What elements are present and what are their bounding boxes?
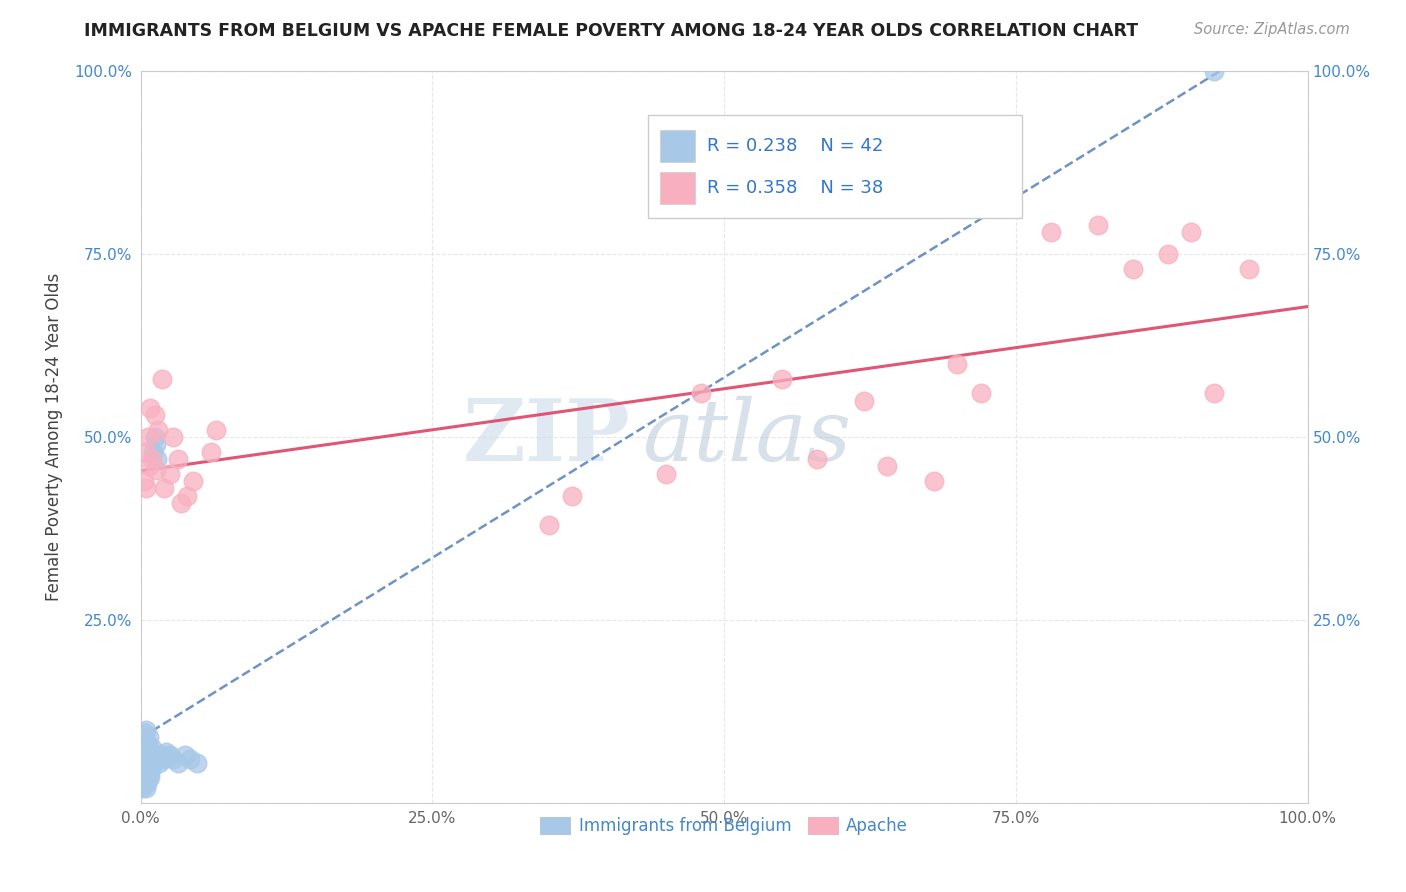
Point [186, 756, 208, 770]
Point [772, 371, 794, 385]
Point [1087, 218, 1109, 232]
Point [1204, 386, 1226, 401]
Point [135, 481, 157, 495]
Point [139, 401, 162, 415]
Point [205, 423, 228, 437]
Text: R = 0.358    N = 38: R = 0.358 N = 38 [707, 179, 883, 197]
Point [136, 737, 159, 751]
Point [561, 489, 583, 503]
Point [139, 763, 162, 777]
Point [141, 759, 163, 773]
Point [162, 430, 184, 444]
Point [155, 745, 177, 759]
FancyBboxPatch shape [648, 115, 1022, 218]
Point [132, 756, 155, 770]
Point [922, 474, 945, 488]
Point [148, 756, 170, 770]
Point [132, 773, 155, 788]
Text: R = 0.238    N = 42: R = 0.238 N = 42 [707, 137, 883, 155]
Point [143, 430, 166, 444]
Point [138, 766, 160, 780]
Point [134, 778, 156, 792]
Point [200, 444, 222, 458]
Point [135, 781, 157, 796]
Text: Source: ZipAtlas.com: Source: ZipAtlas.com [1194, 22, 1350, 37]
Point [141, 740, 163, 755]
Point [167, 452, 190, 467]
Point [135, 759, 157, 773]
Point [132, 752, 155, 766]
Point [537, 517, 560, 532]
Point [134, 763, 156, 777]
Point [132, 474, 155, 488]
Point [176, 489, 198, 503]
Point [136, 430, 159, 444]
Point [1039, 225, 1062, 239]
Point [946, 357, 969, 371]
Point [145, 437, 167, 451]
Y-axis label: Female Poverty Among 18-24 Year Olds: Female Poverty Among 18-24 Year Olds [45, 273, 63, 601]
Point [136, 773, 159, 788]
Legend: Immigrants from Belgium, Apache: Immigrants from Belgium, Apache [533, 811, 915, 842]
Text: atlas: atlas [643, 396, 852, 478]
Point [141, 452, 163, 467]
Point [134, 444, 156, 458]
Point [162, 752, 184, 766]
Point [135, 723, 157, 737]
Point [153, 752, 176, 766]
Point [806, 452, 828, 467]
Point [1122, 261, 1144, 276]
Point [146, 423, 169, 437]
Point [132, 730, 155, 744]
Text: IMMIGRANTS FROM BELGIUM VS APACHE FEMALE POVERTY AMONG 18-24 YEAR OLDS CORRELATI: IMMIGRANTS FROM BELGIUM VS APACHE FEMALE… [84, 22, 1139, 40]
Text: ZIP: ZIP [463, 395, 631, 479]
Point [181, 474, 204, 488]
Point [134, 726, 156, 740]
Point [132, 740, 155, 755]
Point [876, 459, 898, 474]
Point [170, 496, 193, 510]
Point [1180, 225, 1202, 239]
Point [138, 748, 160, 763]
Point [689, 386, 711, 401]
Point [134, 745, 156, 759]
Point [145, 463, 167, 477]
Point [1156, 247, 1178, 261]
Point [1204, 64, 1226, 78]
Point [139, 745, 162, 759]
Point [159, 467, 181, 481]
Point [174, 748, 197, 763]
Point [159, 748, 181, 763]
Point [139, 770, 162, 784]
Point [1239, 261, 1261, 276]
FancyBboxPatch shape [659, 172, 695, 204]
Point [139, 752, 162, 766]
Point [167, 756, 190, 770]
Point [146, 752, 169, 766]
Point [853, 393, 876, 408]
Point [153, 481, 176, 495]
Point [131, 781, 153, 796]
Point [150, 748, 173, 763]
Point [138, 459, 160, 474]
Point [150, 371, 173, 385]
FancyBboxPatch shape [659, 130, 695, 162]
Point [146, 452, 169, 467]
Point [179, 752, 201, 766]
Point [655, 467, 678, 481]
Point [135, 740, 157, 755]
Point [143, 408, 166, 422]
Point [970, 386, 993, 401]
Point [136, 756, 159, 770]
Point [138, 730, 160, 744]
Point [142, 444, 165, 458]
